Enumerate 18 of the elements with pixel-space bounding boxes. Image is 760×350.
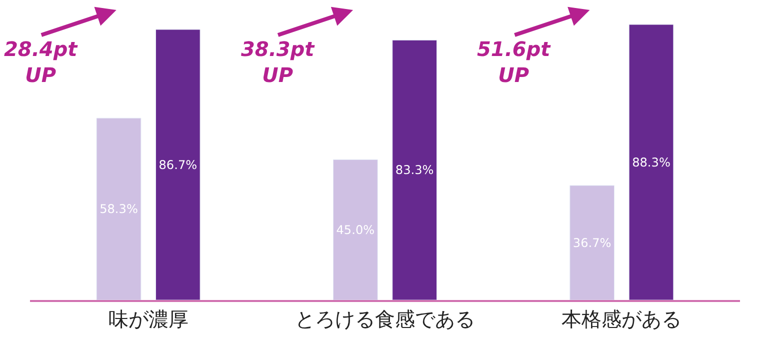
bar xyxy=(392,40,438,300)
annotation: 51.6pt UP xyxy=(477,37,552,87)
x-tick-label: 本格感がある xyxy=(562,307,682,331)
x-tick-label: 味が濃厚 xyxy=(108,307,188,331)
data-label: 36.7% xyxy=(572,236,612,250)
bar xyxy=(628,24,674,300)
annotation: 38.3pt UP xyxy=(241,37,316,87)
bar xyxy=(155,29,200,300)
annotation: 28.4pt UP xyxy=(4,37,79,87)
data-label: 58.3% xyxy=(100,202,138,216)
data-label: 88.3% xyxy=(632,155,670,170)
bar xyxy=(570,185,615,300)
bar xyxy=(96,118,142,300)
data-label: 86.7% xyxy=(158,158,198,172)
bar xyxy=(332,159,378,300)
x-tick-label: とろける食感である xyxy=(295,307,475,331)
data-label: 83.3% xyxy=(395,163,434,178)
data-label: 45.0% xyxy=(336,222,375,237)
